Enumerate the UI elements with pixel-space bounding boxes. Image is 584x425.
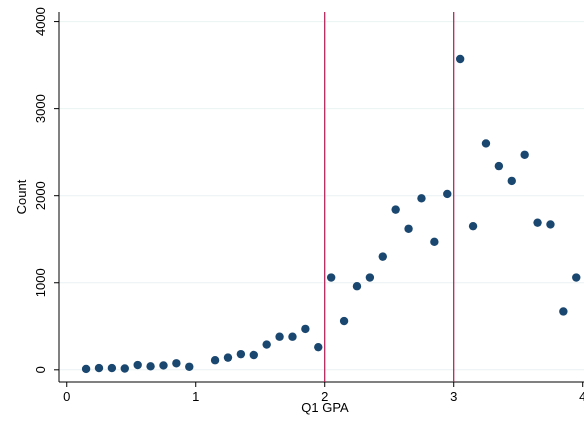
point [365,273,375,282]
point [146,362,155,371]
point [133,360,142,370]
point [120,364,129,373]
point [507,176,516,186]
y-tick-label: 1000 [33,268,48,297]
point [378,252,387,261]
x-tick-label: 4 [579,389,584,404]
point [172,359,181,368]
point [494,161,504,171]
y-tick-label: 2000 [33,181,48,210]
y-axis-label: Count [14,179,29,214]
point [223,353,233,362]
point [249,350,258,360]
point [404,224,413,233]
point [559,307,568,316]
point [430,237,439,247]
point [288,332,297,341]
point [210,356,220,365]
y-tick-label: 3000 [33,94,48,123]
point [520,150,529,159]
point [236,349,246,359]
point [455,54,465,64]
point [572,273,581,282]
point [391,205,400,214]
point [339,316,349,326]
x-tick-label: 2 [321,389,328,404]
point [481,139,491,148]
x-tick-label: 0 [63,389,70,404]
point [352,282,362,291]
y-tick-label: 0 [33,366,48,373]
point [468,221,478,231]
point [107,363,117,373]
point [546,220,555,229]
point [275,332,284,341]
point [443,189,452,199]
point [314,342,323,352]
point [301,324,310,334]
point [417,194,426,203]
point [94,363,104,373]
x-tick-label: 3 [450,389,457,404]
point [185,362,194,371]
x-tick-label: 1 [192,389,199,404]
point [262,340,271,349]
point [81,364,91,374]
point [326,273,336,282]
y-tick-label: 4000 [33,7,48,36]
point [533,218,542,227]
point [159,361,168,370]
x-axis-label: Q1 GPA [301,400,349,415]
